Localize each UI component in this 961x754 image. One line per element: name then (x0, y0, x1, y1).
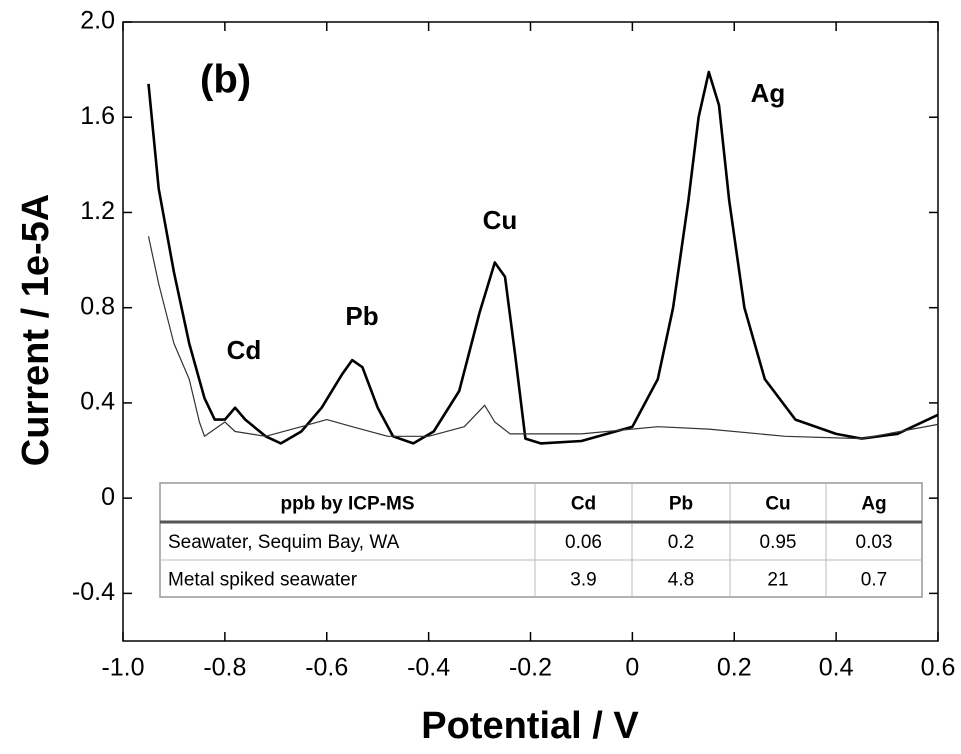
x-axis-title: Potential / V (421, 705, 639, 747)
table-header: Pb (669, 494, 693, 515)
x-tick-label: 0.6 (921, 654, 956, 682)
annotation: (b) (200, 58, 251, 102)
table-header: Cu (765, 494, 790, 515)
y-tick-label: -0.4 (72, 578, 115, 606)
x-tick-label: -0.2 (509, 654, 552, 682)
x-tick-label: 0.2 (717, 654, 752, 682)
table-cell: 0.7 (861, 570, 887, 591)
table-cell: 0.95 (760, 532, 797, 553)
annotation: Cu (483, 205, 518, 235)
y-tick-label: 2.0 (80, 7, 115, 35)
y-tick-label: 1.2 (80, 197, 115, 225)
annotation: Ag (751, 78, 786, 108)
table-frame (159, 482, 923, 598)
x-tick-label: -0.4 (407, 654, 450, 682)
annotation: Pb (345, 301, 378, 331)
x-tick-label: -0.8 (203, 654, 246, 682)
table-header: ppb by ICP-MS (280, 494, 414, 515)
y-tick-label: 0.8 (80, 292, 115, 320)
data-line (147, 236, 939, 440)
y-tick-label: 1.6 (80, 102, 115, 130)
table-cell: 21 (767, 570, 788, 591)
x-tick-label: -0.6 (305, 654, 348, 682)
data-line (147, 70, 939, 445)
annotation: Cd (227, 335, 262, 365)
x-tick-label: -1.0 (101, 654, 144, 682)
table-cell: Seawater, Sequim Bay, WA (168, 532, 400, 553)
y-tick-label: 0 (101, 483, 115, 511)
table-cell: 3.9 (570, 570, 596, 591)
x-tick-label: 0 (625, 654, 639, 682)
table-cell: 0.03 (856, 532, 893, 553)
table-header: Ag (861, 494, 886, 515)
table-cell: 0.2 (668, 532, 694, 553)
table-header: Cd (571, 494, 596, 515)
y-tick-label: 0.4 (80, 388, 115, 416)
y-axis-title: Current / 1e-5A (15, 194, 57, 466)
table-cell: 0.06 (565, 532, 602, 553)
table-cell: Metal spiked seawater (168, 570, 358, 591)
x-tick-label: 0.4 (819, 654, 854, 682)
table-cell: 4.8 (668, 570, 694, 591)
